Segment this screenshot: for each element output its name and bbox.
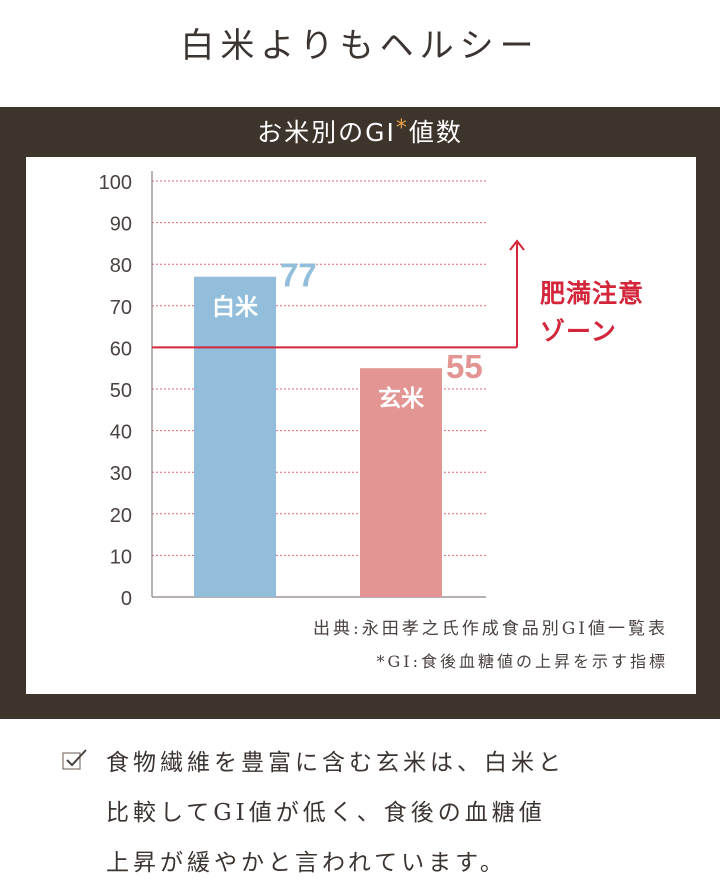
y-tick-label: 80: [110, 255, 132, 277]
y-tick-label: 40: [110, 422, 132, 444]
bar-category-label: 玄米: [378, 385, 425, 412]
chart-panel: 0 10 20 30 40 50 60 70 80 90 100 白米 77 玄米 55 肥満注意ゾーン: [26, 157, 696, 694]
obesity-zone-label: ゾーン: [540, 317, 617, 346]
description-line: 上昇が緩やかと言われています。: [106, 850, 507, 876]
description-text: 食物繊維を豊富に含む玄米は、白米と 比較してGI値が低く、食後の血糖値 上昇が緩…: [106, 738, 686, 888]
bar-value-label: 77: [280, 257, 317, 294]
gi-footnote: *GI:食後血糖値の上昇を示す指標: [376, 652, 668, 671]
bar-white-rice: [194, 276, 276, 597]
y-tick-label: 50: [110, 380, 132, 402]
bar-category-label: 白米: [212, 294, 259, 321]
y-tick-label: 0: [121, 588, 132, 610]
y-tick-label: 20: [110, 505, 132, 527]
checkbox-check-icon: [62, 749, 87, 770]
chart-title: お米別のGI*値数: [0, 113, 720, 149]
chart-title-suffix: 値数: [408, 118, 463, 147]
source-note: 出典:永田孝之氏作成食品別GI値一覧表: [312, 619, 668, 639]
bar-value-label: 55: [446, 348, 483, 385]
y-tick-label: 100: [99, 172, 132, 194]
chart-title-main: お米別のGI: [257, 118, 396, 147]
y-tick-label: 70: [110, 297, 132, 319]
asterisk-mark: *: [395, 116, 409, 141]
description-line: 比較してGI値が低く、食後の血糖値: [106, 800, 546, 826]
y-tick-label: 90: [110, 214, 132, 236]
bar-brown-rice: [360, 368, 442, 597]
description-line: 食物繊維を豊富に含む玄米は、白米と: [106, 750, 565, 776]
page-title: 白米よりもヘルシー: [180, 26, 540, 66]
arrow-up-icon: [509, 239, 525, 251]
y-tick-label: 30: [110, 463, 132, 485]
obesity-zone-label: 肥満注意: [540, 279, 644, 308]
y-tick-label: 10: [110, 546, 132, 568]
y-tick-label: 60: [110, 338, 132, 360]
